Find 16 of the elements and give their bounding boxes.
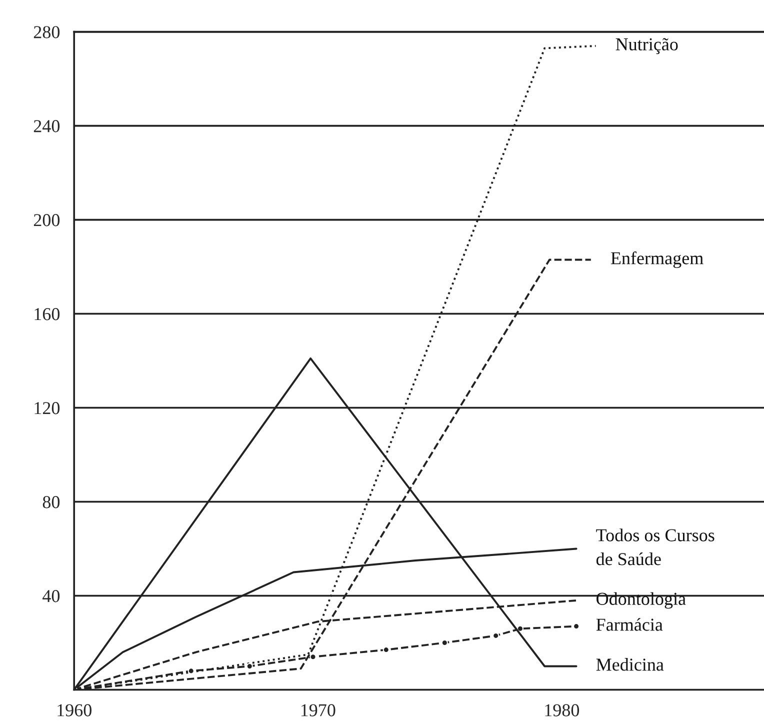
x-tick-label: 1960 (58, 704, 92, 716)
series-label: Farmácia (596, 618, 663, 631)
y-tick-label: 280 (34, 26, 60, 38)
series-label: Todos os Cursos de Saúde (596, 528, 714, 566)
series-label: Medicina (596, 658, 664, 671)
y-tick-label: 40 (42, 590, 60, 602)
y-tick-label: 120 (34, 402, 60, 414)
series-label: Odontologia (596, 592, 686, 609)
series-label: Nutrição (616, 38, 678, 54)
x-tick-label: 1980 (545, 704, 580, 716)
y-tick-label: 240 (34, 120, 60, 132)
y-tick-label: 80 (42, 496, 60, 508)
x-tick-label: 1970 (301, 704, 336, 716)
series-label: Enfermagem (610, 251, 704, 268)
y-tick-label: 160 (34, 308, 60, 320)
y-tick-label: 200 (34, 214, 60, 226)
